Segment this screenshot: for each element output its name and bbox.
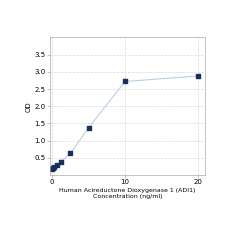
Point xyxy=(55,163,59,167)
X-axis label: Human Acireductone Dioxygenase 1 (ADI1)
Concentration (ng/ml): Human Acireductone Dioxygenase 1 (ADI1) … xyxy=(59,188,196,199)
Point xyxy=(50,167,54,171)
Point xyxy=(68,151,72,155)
Point xyxy=(86,126,90,130)
Point xyxy=(59,160,63,164)
Point xyxy=(51,166,55,170)
Point xyxy=(52,165,56,169)
Y-axis label: OD: OD xyxy=(26,101,32,112)
Point xyxy=(196,74,200,78)
Point xyxy=(123,80,127,84)
